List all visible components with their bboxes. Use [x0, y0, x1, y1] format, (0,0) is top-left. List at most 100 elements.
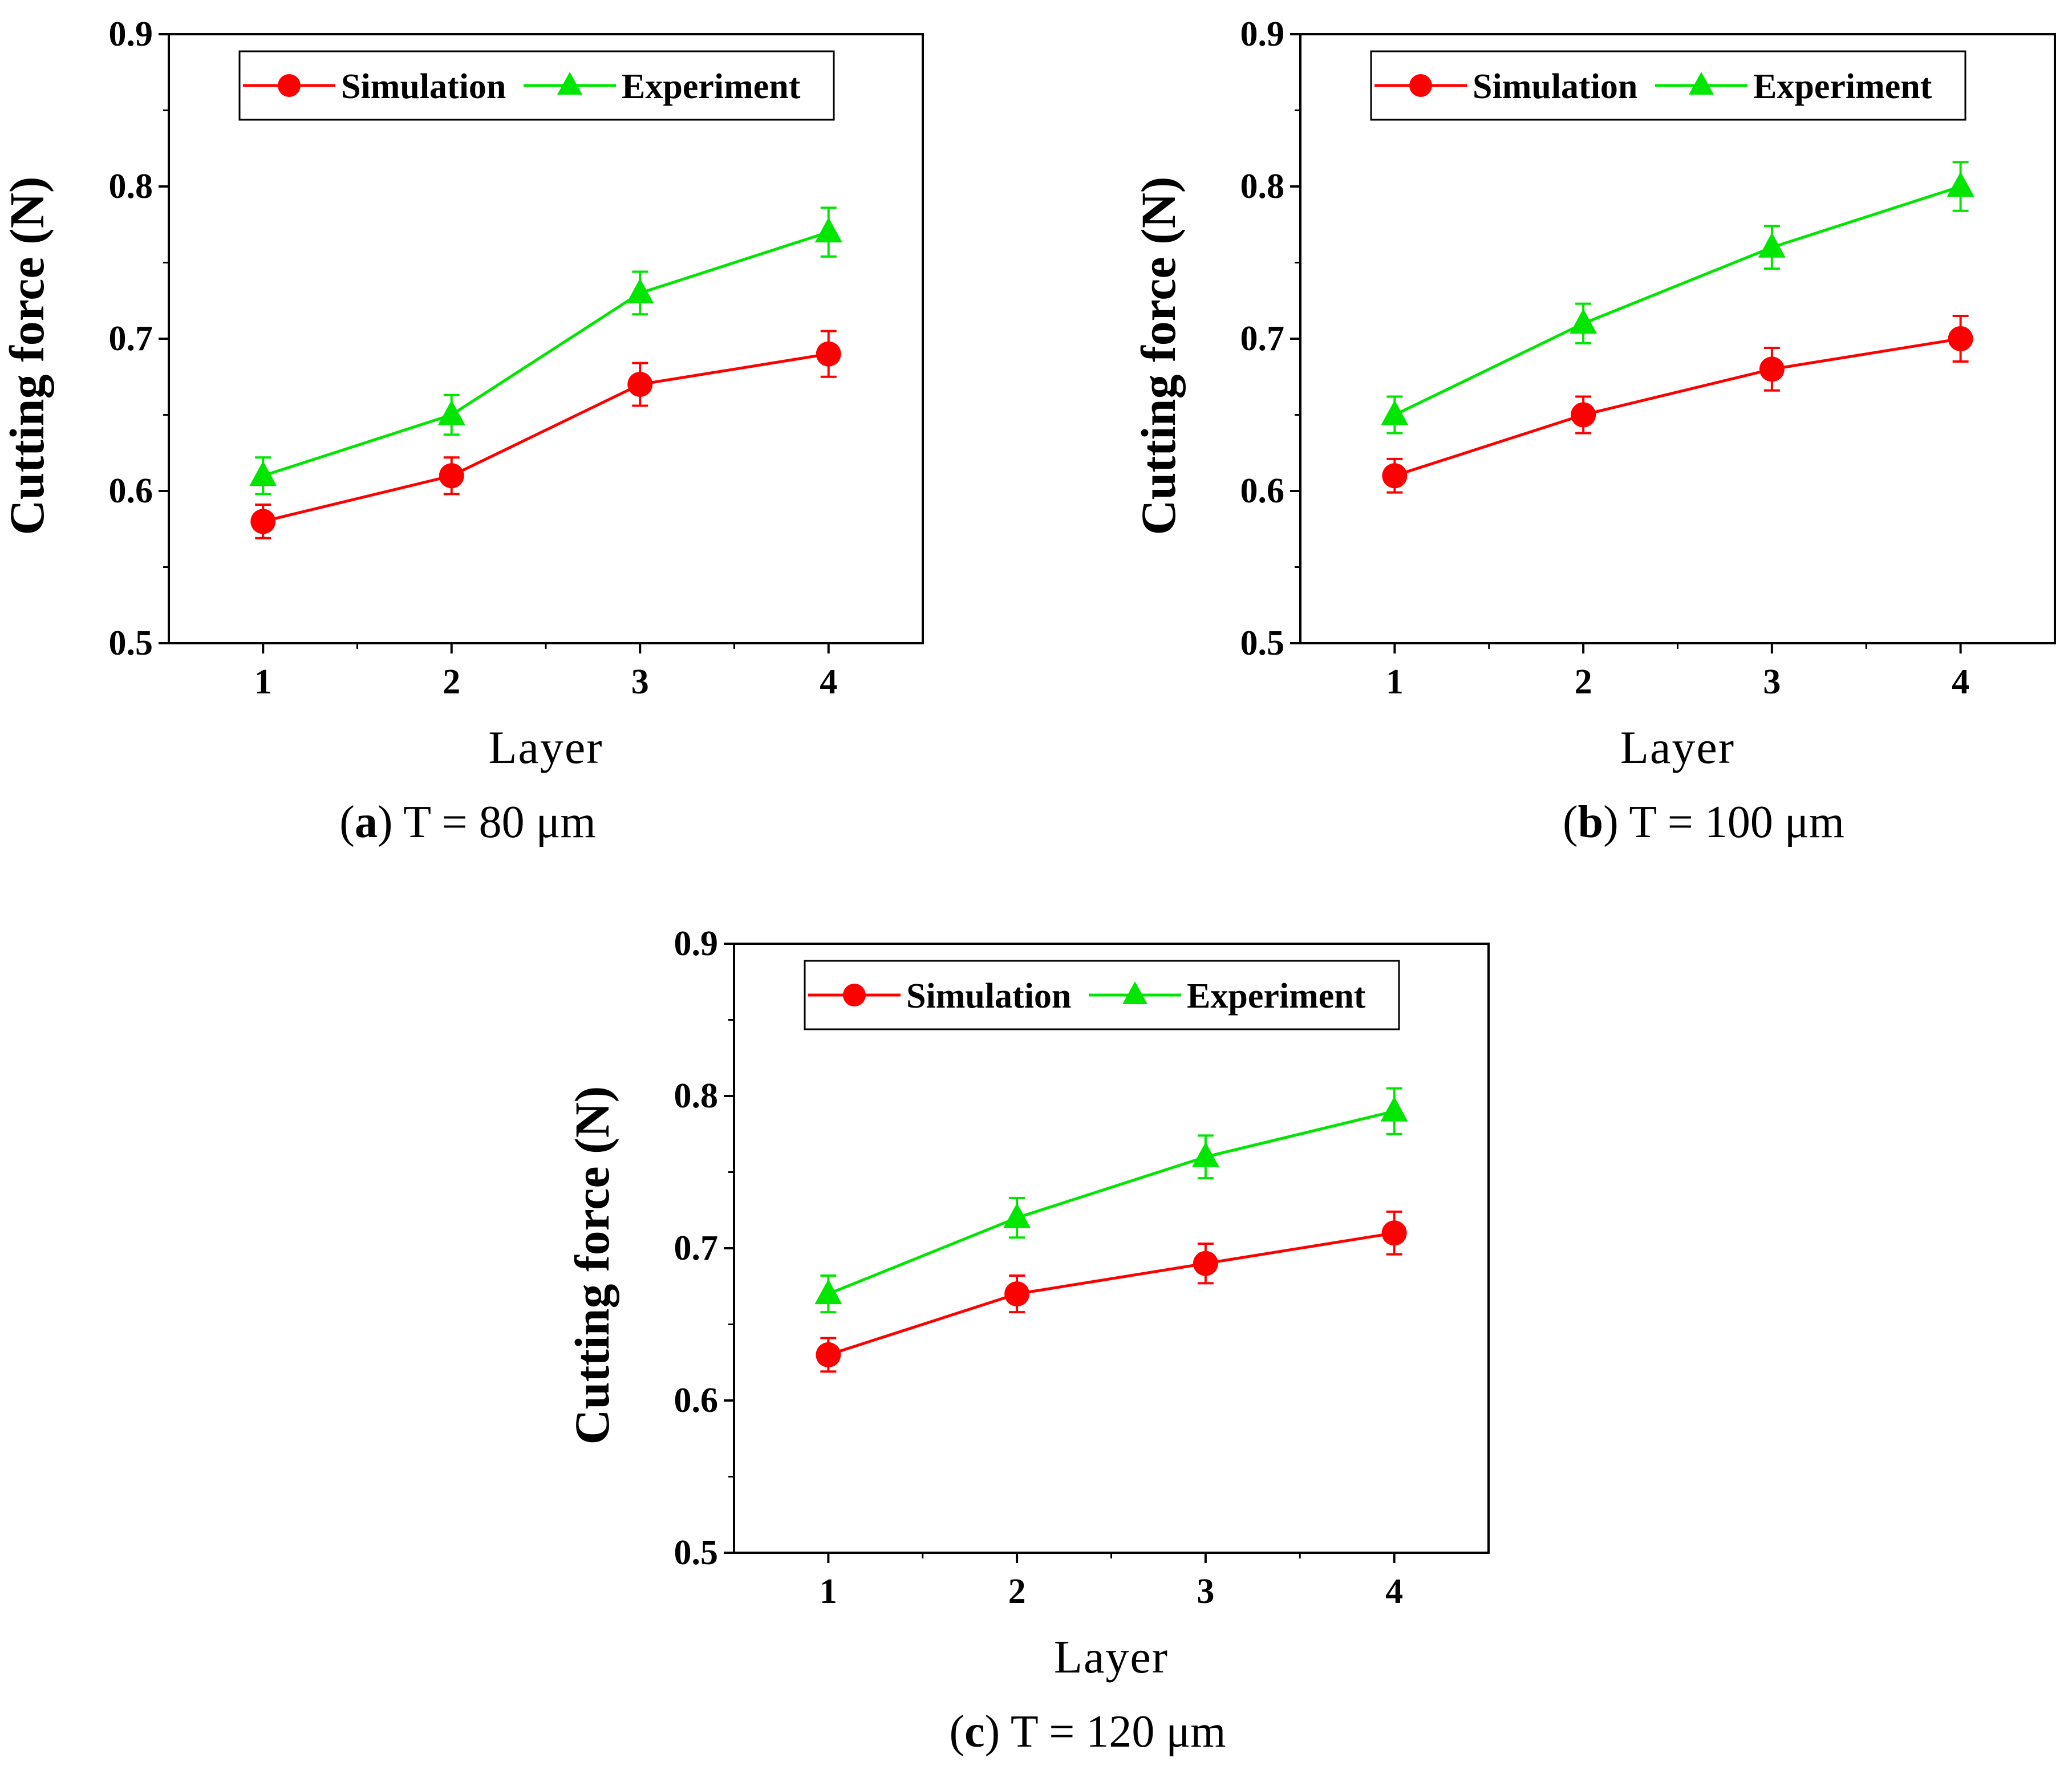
x-tick-label: 4	[820, 663, 837, 701]
x-tick-label: 1	[254, 663, 272, 701]
data-point-simulation	[1004, 1281, 1030, 1307]
data-point-experiment	[437, 400, 465, 425]
data-point-simulation	[439, 463, 464, 489]
y-axis-title: Cutting force (N)	[1131, 177, 1186, 535]
caption-text: T = 100 μm	[1629, 797, 1844, 847]
y-tick-label: 0.8	[1240, 167, 1285, 206]
legend-label-experiment: Experiment	[622, 67, 801, 106]
y-tick-label: 0.7	[109, 319, 153, 358]
x-axis-title: Layer	[488, 721, 603, 773]
x-tick-label: 3	[1763, 663, 1781, 701]
x-tick-label: 3	[1197, 1572, 1214, 1611]
legend-label-experiment: Experiment	[1753, 67, 1932, 106]
data-point-experiment	[249, 461, 277, 486]
series-line-simulation	[828, 1231, 1395, 1357]
legend-marker-simulation	[1409, 74, 1432, 97]
series-experiment	[814, 1087, 1408, 1314]
x-tick-label: 3	[631, 663, 649, 701]
data-point-simulation	[627, 372, 653, 397]
series-experiment	[249, 206, 842, 496]
chart-panel-a: 0.5 0.6 0.7 0.8 0.9 1 2 3 4 Cutting force (N) Laye…	[0, 15, 924, 847]
y-tick-label: 0.9	[674, 924, 719, 963]
data-point-experiment	[1758, 232, 1786, 258]
plot-frame	[168, 33, 924, 644]
caption-letter: a	[355, 797, 378, 847]
caption-paren-open: (	[339, 797, 355, 847]
x-tick-label: 2	[443, 663, 460, 701]
x-tick-label: 1	[820, 1572, 837, 1611]
y-tick-label: 0.5	[674, 1533, 719, 1572]
y-tick-label: 0.5	[1240, 624, 1285, 663]
y-tick-label: 0.6	[1240, 472, 1285, 510]
x-tick-label: 4	[1952, 663, 1969, 701]
legend-marker-experiment	[1122, 981, 1147, 1004]
caption-text: T = 80 μm	[403, 797, 596, 847]
legend: Simulation Experiment	[804, 960, 1400, 1030]
legend: Simulation Experiment	[238, 50, 835, 121]
y-tick-label: 0.6	[109, 472, 153, 510]
data-point-experiment	[1570, 308, 1597, 334]
legend-marker-experiment	[557, 72, 582, 95]
legend-label-experiment: Experiment	[1187, 977, 1366, 1016]
y-tick-label: 0.7	[674, 1229, 719, 1268]
series-line-experiment	[1394, 185, 1961, 416]
plot-frame	[1299, 33, 2056, 644]
data-point-experiment	[814, 217, 842, 243]
y-tick-label: 0.9	[1240, 15, 1285, 54]
legend-marker-experiment	[1689, 72, 1714, 95]
caption-paren-close: )	[1603, 797, 1629, 847]
x-tick-label: 4	[1385, 1572, 1403, 1611]
data-point-experiment	[1381, 400, 1409, 425]
caption-text: T = 120 μm	[1011, 1707, 1226, 1757]
x-axis-title: Layer	[1620, 721, 1735, 773]
chart-panel-b: 0.5 0.6 0.7 0.8 0.9 1 2 3 4 Cutting force (N) Laye…	[1131, 15, 2056, 847]
data-point-simulation	[1759, 356, 1785, 382]
y-tick-label: 0.7	[1240, 319, 1285, 358]
data-point-simulation	[1381, 1220, 1407, 1246]
y-tick-label: 0.8	[109, 167, 153, 206]
panel-caption: (c) T = 120 μm	[949, 1707, 1226, 1757]
data-point-experiment	[626, 278, 654, 303]
series-experiment	[1381, 161, 1974, 435]
y-tick-label: 0.5	[109, 624, 153, 663]
legend-label-simulation: Simulation	[906, 977, 1071, 1016]
series-simulation	[250, 330, 841, 539]
caption-letter: b	[1578, 797, 1604, 847]
data-point-experiment	[1191, 1142, 1219, 1167]
legend-label-simulation: Simulation	[341, 67, 506, 106]
x-axis-title: Layer	[1054, 1631, 1169, 1683]
series-line-simulation	[262, 352, 829, 523]
data-point-simulation	[1948, 326, 1973, 351]
data-point-simulation	[816, 341, 841, 367]
panel-caption: (a) T = 80 μm	[339, 797, 596, 847]
plot-frame	[733, 943, 1490, 1554]
data-point-simulation	[1571, 402, 1596, 428]
panel-caption: (b) T = 100 μm	[1563, 797, 1844, 847]
series-simulation	[816, 1210, 1407, 1373]
x-tick-label: 2	[1575, 663, 1592, 701]
legend-label-simulation: Simulation	[1473, 67, 1637, 106]
legend-marker-simulation	[843, 984, 866, 1006]
legend-marker-simulation	[278, 74, 301, 97]
data-point-simulation	[1193, 1251, 1218, 1276]
caption-paren-open: (	[949, 1707, 964, 1757]
caption-paren-close: )	[985, 1707, 1011, 1757]
y-tick-label: 0.8	[674, 1077, 719, 1115]
y-tick-label: 0.6	[674, 1381, 719, 1420]
caption-paren-open: (	[1563, 797, 1578, 847]
data-point-experiment	[1380, 1096, 1408, 1122]
data-point-simulation	[816, 1342, 841, 1367]
series-line-experiment	[262, 230, 829, 477]
data-point-simulation	[1382, 463, 1408, 489]
data-point-simulation	[250, 509, 276, 534]
series-line-experiment	[828, 1110, 1395, 1296]
data-point-experiment	[814, 1279, 842, 1305]
y-axis-title: Cutting force (N)	[0, 177, 54, 535]
y-axis-title: Cutting force (N)	[565, 1086, 619, 1445]
x-tick-label: 1	[1386, 663, 1404, 701]
series-line-simulation	[1394, 337, 1961, 477]
legend: Simulation Experiment	[1370, 50, 1966, 121]
y-tick-label: 0.9	[109, 15, 153, 54]
x-tick-label: 2	[1008, 1572, 1026, 1611]
